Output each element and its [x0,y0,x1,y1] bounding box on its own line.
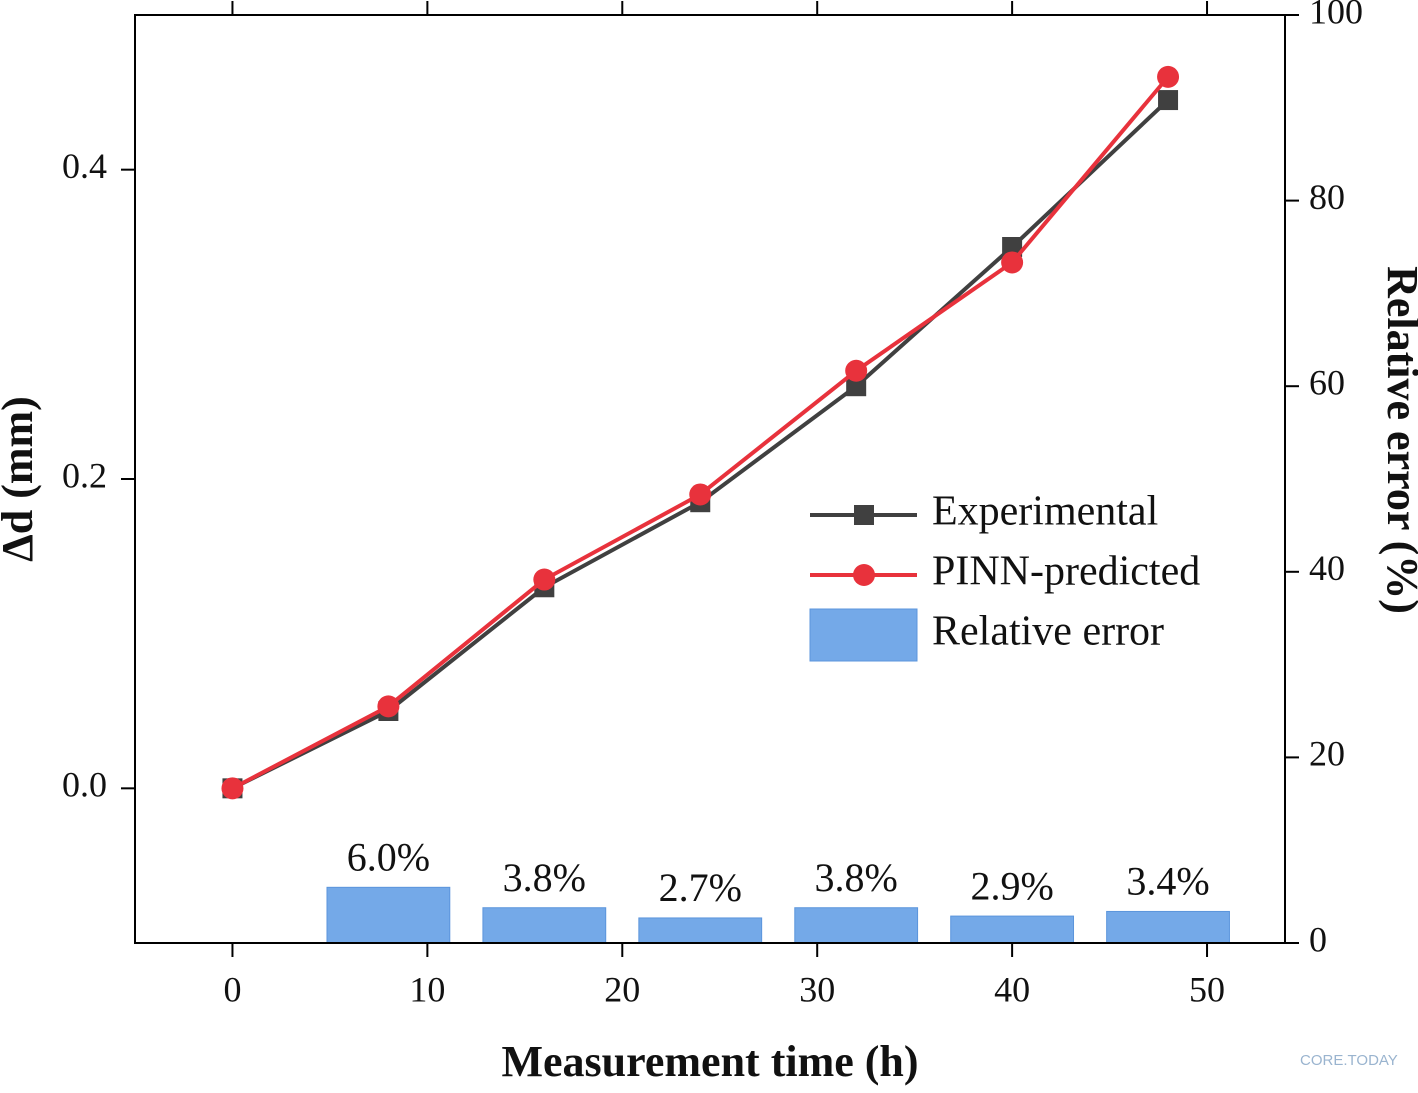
series-line [231,98,1170,791]
y2-tick-label: 100 [1309,0,1363,31]
y-tick-label: 0.0 [62,765,107,805]
series-line [231,75,1170,791]
y2-axis-title: Relative error (%) [1378,266,1418,614]
data-point [846,376,867,397]
y2-tick-label: 40 [1309,548,1345,588]
data-point [1001,251,1024,274]
data-point [1002,237,1023,257]
x-tick-label: 50 [1189,969,1225,1009]
x-axis-title: Measurement time (h) [501,1037,918,1086]
bar-value-label: 2.7% [659,865,742,910]
x-tick-label: 30 [799,969,835,1009]
y2-tick-label: 0 [1309,919,1327,959]
data-point [1157,65,1180,88]
legend-swatch [809,608,918,662]
legend-label: PINN-predicted [932,549,1200,595]
data-point [1158,90,1179,111]
legend-label: Experimental [932,489,1158,535]
legend-label: Relative error [932,609,1164,655]
y2-tick-label: 20 [1309,734,1345,774]
y-tick-label: 0.2 [62,455,107,495]
watermark: CORE.TODAY [1300,1052,1398,1069]
data-point [221,777,244,800]
bar [326,886,451,944]
bar-value-label: 2.9% [970,863,1053,908]
bar [794,907,919,944]
y-tick-label: 0.4 [62,146,107,186]
bar-value-label: 3.8% [503,855,586,900]
y-axis-title: Δd (mm) [0,396,42,562]
bar-value-label: 3.8% [815,855,898,900]
bar-value-label: 3.4% [1126,859,1209,904]
bar [950,915,1075,944]
y2-tick-label: 80 [1309,177,1345,217]
bar [638,917,763,944]
bar [482,907,607,944]
bar-value-label: 6.0% [347,834,430,879]
y2-tick-label: 60 [1309,362,1345,402]
x-tick-label: 20 [604,969,640,1009]
data-point [533,568,556,591]
data-point [689,483,712,506]
legend-marker [853,564,875,586]
data-point [845,359,868,382]
x-tick-label: 0 [223,969,241,1009]
data-point [377,695,400,718]
legend-marker [854,505,874,525]
x-tick-label: 10 [409,969,445,1009]
x-tick-label: 40 [994,969,1030,1009]
bar [1106,910,1230,944]
